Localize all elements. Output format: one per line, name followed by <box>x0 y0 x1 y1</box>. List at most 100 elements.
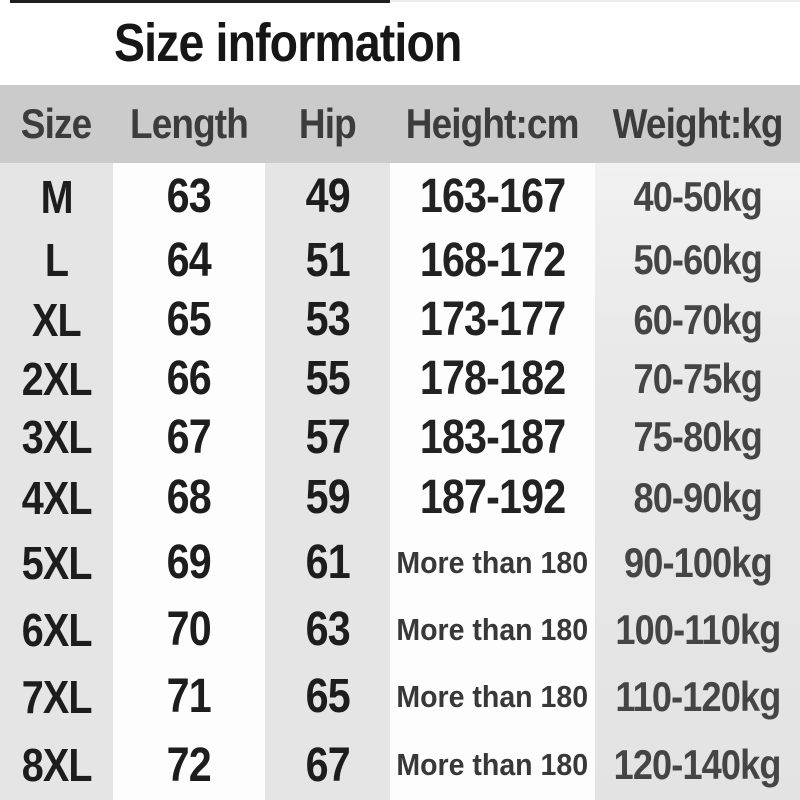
header-hip: Hip <box>265 85 390 163</box>
length-cell: 66 <box>113 349 265 408</box>
hip-cell: 67 <box>265 730 390 800</box>
size-value: 8XL <box>21 739 93 791</box>
hip-cell: 65 <box>265 663 390 730</box>
hip-cell: 55 <box>265 349 390 408</box>
size-cell: L <box>0 230 113 290</box>
hip-value: 53 <box>305 293 350 346</box>
hip-value: 63 <box>305 603 350 656</box>
length-value: 65 <box>166 293 212 346</box>
header-size-label: Size <box>21 100 92 147</box>
weight-cell: 120-140kg <box>595 730 800 800</box>
header-length-label: Length <box>130 100 249 147</box>
size-cell: 8XL <box>0 730 113 800</box>
size-value: 5XL <box>21 536 93 589</box>
hip-cell: 49 <box>265 163 390 230</box>
hip-cell: 51 <box>265 230 390 290</box>
weight-value: 120-140kg <box>614 741 782 788</box>
size-value: 6XL <box>21 603 93 656</box>
size-value: 7XL <box>21 670 93 723</box>
table-row-l: L 64 51 168-172 50-60kg <box>0 230 800 290</box>
length-value: 70 <box>166 603 212 656</box>
hip-value: 51 <box>305 233 350 287</box>
height-value: More than 180 <box>396 611 589 647</box>
header-height: Height:cm <box>390 85 595 163</box>
weight-value: 50-60kg <box>633 236 762 283</box>
weight-value: 40-50kg <box>633 172 762 220</box>
size-cell: 2XL <box>0 349 113 408</box>
table-row-xl: XL 65 53 173-177 60-70kg <box>0 290 800 349</box>
size-value: 2XL <box>21 352 93 405</box>
size-value: 3XL <box>21 411 93 463</box>
header-height-label: Height:cm <box>406 100 580 147</box>
height-value: 187-192 <box>419 471 566 524</box>
height-cell: 168-172 <box>390 230 595 290</box>
hip-cell: 63 <box>265 596 390 663</box>
top-crop-line-faint <box>390 0 800 2</box>
height-value: 183-187 <box>419 410 566 464</box>
size-table-body: M 63 49 163-167 40-50kg L 64 51 168-172 … <box>0 163 800 800</box>
hip-value: 61 <box>305 536 350 589</box>
column-stripe-height <box>390 163 595 800</box>
hip-cell: 57 <box>265 408 390 466</box>
size-cell: M <box>0 163 113 230</box>
height-value: 173-177 <box>419 293 566 346</box>
hip-cell: 61 <box>265 529 390 596</box>
column-stripe-hip <box>265 163 390 800</box>
weight-cell: 100-110kg <box>595 596 800 663</box>
size-cell: 6XL <box>0 596 113 663</box>
height-value: 178-182 <box>419 352 566 405</box>
size-cell: XL <box>0 290 113 349</box>
hip-value: 55 <box>305 352 350 405</box>
weight-cell: 60-70kg <box>595 290 800 349</box>
hip-value: 67 <box>305 738 350 792</box>
weight-cell: 90-100kg <box>595 529 800 596</box>
height-cell: 173-177 <box>390 290 595 349</box>
top-crop-line-dark <box>10 0 390 3</box>
header-hip-label: Hip <box>299 100 357 147</box>
length-value: 66 <box>166 352 212 405</box>
length-value: 69 <box>166 536 212 589</box>
hip-cell: 53 <box>265 290 390 349</box>
height-cell: 187-192 <box>390 466 595 529</box>
weight-cell: 110-120kg <box>595 663 800 730</box>
height-value: More than 180 <box>396 678 589 714</box>
height-cell: 183-187 <box>390 408 595 466</box>
weight-value: 60-70kg <box>633 295 762 343</box>
weight-cell: 80-90kg <box>595 466 800 529</box>
length-value: 72 <box>166 738 212 792</box>
weight-cell: 75-80kg <box>595 408 800 466</box>
weight-value: 100-110kg <box>615 605 781 653</box>
weight-cell: 40-50kg <box>595 163 800 230</box>
height-cell: 178-182 <box>390 349 595 408</box>
height-cell: More than 180 <box>390 529 595 596</box>
column-stripe-length <box>113 163 265 800</box>
length-value: 71 <box>166 670 212 723</box>
hip-value: 57 <box>305 410 350 464</box>
length-cell: 65 <box>113 290 265 349</box>
length-cell: 68 <box>113 466 265 529</box>
weight-value: 110-120kg <box>615 672 781 720</box>
height-cell: More than 180 <box>390 730 595 800</box>
length-value: 64 <box>166 233 212 287</box>
length-value: 68 <box>166 471 212 524</box>
table-row-6xl: 6XL 70 63 More than 180 100-110kg <box>0 596 800 663</box>
weight-value: 90-100kg <box>623 538 773 586</box>
hip-value: 59 <box>305 471 350 524</box>
table-row-7xl: 7XL 71 65 More than 180 110-120kg <box>0 663 800 730</box>
height-cell: More than 180 <box>390 596 595 663</box>
header-length: Length <box>113 85 265 163</box>
hip-value: 65 <box>305 670 350 723</box>
size-cell: 7XL <box>0 663 113 730</box>
hip-cell: 59 <box>265 466 390 529</box>
length-cell: 71 <box>113 663 265 730</box>
weight-value: 75-80kg <box>633 413 762 460</box>
table-rows: M 63 49 163-167 40-50kg L 64 51 168-172 … <box>0 163 800 800</box>
length-value: 67 <box>166 410 212 464</box>
height-value: More than 180 <box>396 747 589 782</box>
length-cell: 70 <box>113 596 265 663</box>
size-cell: 5XL <box>0 529 113 596</box>
weight-cell: 50-60kg <box>595 230 800 290</box>
height-cell: More than 180 <box>390 663 595 730</box>
table-row-2xl: 2XL 66 55 178-182 70-75kg <box>0 349 800 408</box>
